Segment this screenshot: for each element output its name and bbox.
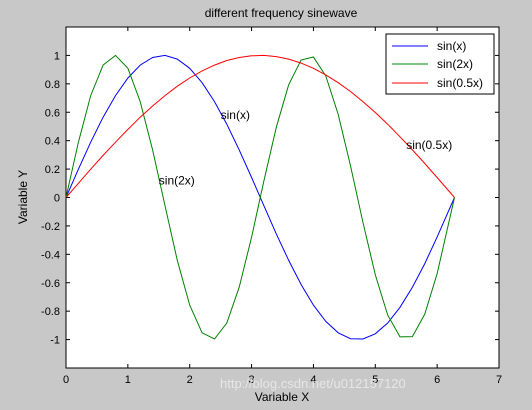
y-tick-label-6: -0.2 bbox=[41, 221, 60, 233]
legend: sin(x) sin(2x) sin(0.5x) bbox=[385, 33, 495, 95]
annotation-0: sin(x) bbox=[221, 108, 250, 122]
legend-label-sin-2x: sin(2x) bbox=[437, 57, 473, 71]
y-tick-label-7: -0.4 bbox=[41, 249, 60, 261]
series-line-sin-2x bbox=[65, 54, 455, 340]
y-axis-label: Variable Y bbox=[16, 170, 30, 224]
legend-label-sin-0.5x: sin(0.5x) bbox=[437, 76, 483, 90]
y-tick-label-4: 0.2 bbox=[45, 164, 60, 176]
y-tick-label-8: -0.6 bbox=[41, 278, 60, 290]
annotation-2: sin(0.5x) bbox=[406, 138, 452, 152]
watermark: http://blog.csdn.net/u012157120 bbox=[220, 376, 406, 391]
annotation-1: sin(2x) bbox=[159, 173, 195, 187]
x-axis-label: Variable X bbox=[255, 390, 309, 404]
x-tick-label-7: 7 bbox=[496, 374, 502, 386]
y-tick-label-10: -1 bbox=[50, 335, 60, 347]
y-tick-label-9: -0.8 bbox=[41, 306, 60, 318]
x-tick-label-5: 5 bbox=[372, 374, 378, 386]
x-tick-label-2: 2 bbox=[187, 374, 193, 386]
series-line-sin-x bbox=[65, 54, 455, 340]
x-tick-label-6: 6 bbox=[434, 374, 440, 386]
y-tick-label-0: 1 bbox=[54, 50, 60, 62]
legend-label-sin-x: sin(x) bbox=[437, 39, 466, 53]
y-tick-label-3: 0.4 bbox=[45, 136, 60, 148]
x-tick-label-1: 1 bbox=[125, 374, 131, 386]
series-line-sin-0.5x bbox=[65, 54, 455, 198]
y-tick-label-5: 0 bbox=[54, 193, 60, 205]
x-tick-label-0: 0 bbox=[63, 374, 69, 386]
y-tick-label-1: 0.8 bbox=[45, 79, 60, 91]
y-tick-label-2: 0.6 bbox=[45, 107, 60, 119]
x-tick-label-3: 3 bbox=[249, 374, 255, 386]
plot-content: 0 1 2 3 4 5 6 7 1 0.8 0.6 0.4 0.2 0 -0.2 -0.4 -0.6 -0.8 -1… bbox=[41, 27, 502, 386]
x-tick-label-4: 4 bbox=[310, 374, 316, 386]
chart-title: different frequency sinewave bbox=[205, 6, 358, 20]
